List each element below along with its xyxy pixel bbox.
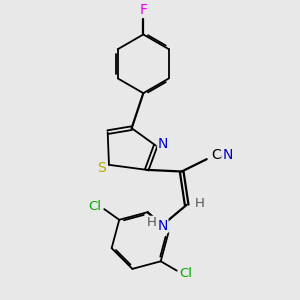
Text: Cl: Cl xyxy=(88,200,101,213)
Text: N: N xyxy=(158,137,168,151)
Text: C: C xyxy=(211,148,221,162)
Text: F: F xyxy=(139,4,147,17)
Text: N: N xyxy=(222,148,233,162)
Text: H: H xyxy=(147,216,157,230)
Text: Cl: Cl xyxy=(180,267,193,280)
Text: S: S xyxy=(97,160,106,175)
Text: H: H xyxy=(194,197,204,210)
Text: N: N xyxy=(158,218,168,233)
